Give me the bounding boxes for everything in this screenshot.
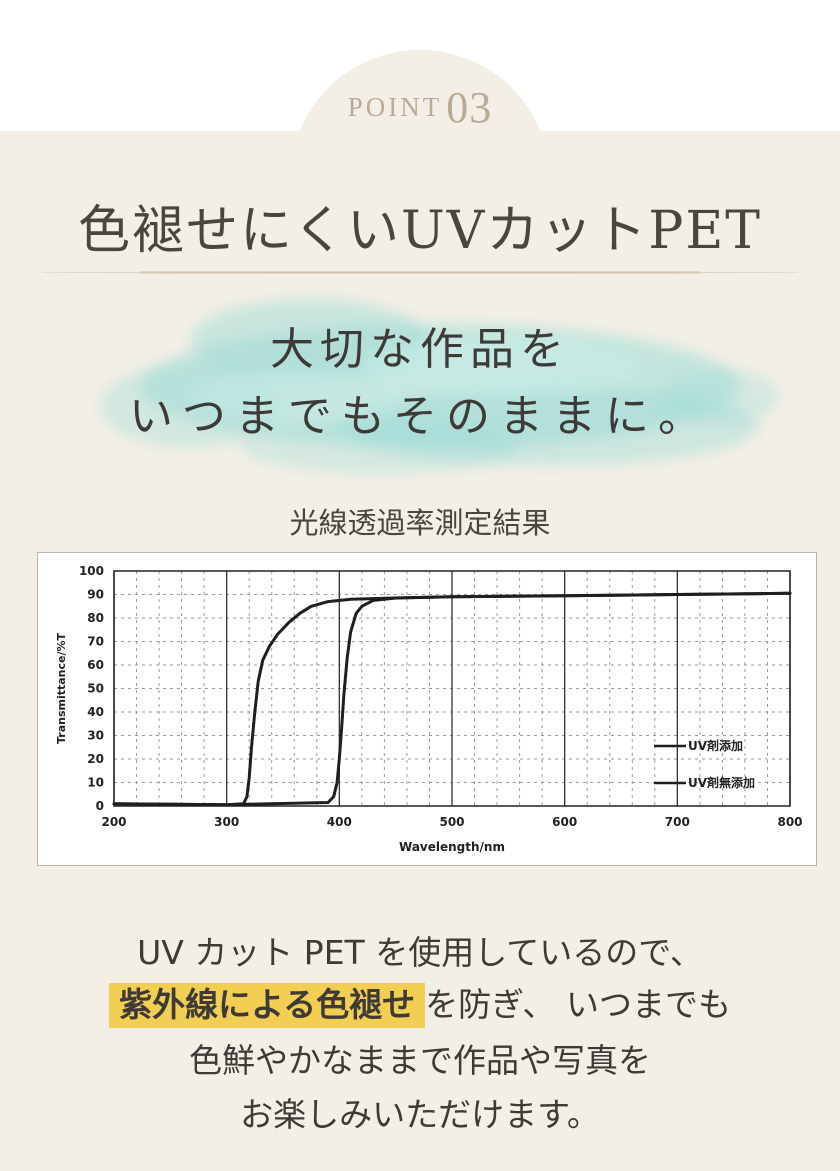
- x-axis-label: Wavelength/nm: [399, 840, 505, 854]
- transmittance-chart: 200 300 400 500 600 700 800 0 10 20 30 40 50 60 70 80 90…: [37, 552, 817, 866]
- x-tick-label: 400: [327, 815, 352, 829]
- description-line2: 紫外線による色褪せ を防ぎ、 いつまでも: [0, 978, 840, 1028]
- y-tick-label: 50: [87, 682, 104, 696]
- point-label: POINT 03: [0, 82, 840, 133]
- transmittance-chart-svg: 200 300 400 500 600 700 800 0 10 20 30 40 50 60 70 80 90…: [55, 564, 803, 854]
- point-number: 03: [446, 83, 493, 132]
- description-line2-end: いつまでも: [565, 985, 731, 1024]
- y-tick-label: 70: [87, 635, 104, 649]
- y-tick-label: 10: [87, 776, 104, 790]
- x-tick-label: 300: [214, 815, 239, 829]
- x-tick-label: 700: [665, 815, 690, 829]
- tagline-line1: 大切な作品を: [270, 324, 570, 375]
- x-tick-label: 600: [552, 815, 577, 829]
- title-divider-accent: [140, 271, 700, 274]
- chart-heading: 光線透過率測定結果: [289, 506, 551, 540]
- watercolor-background: [100, 299, 780, 474]
- y-tick-label: 30: [87, 729, 104, 743]
- legend-label-1: UV剤添加: [688, 738, 743, 753]
- point-word: POINT: [347, 92, 443, 122]
- description-line2-mid: を防ぎ、: [425, 985, 556, 1024]
- tagline-line2: いつまでもそのままに。: [128, 391, 712, 442]
- plot-frame: [113, 570, 791, 807]
- y-tick-label: 100: [79, 564, 104, 578]
- legend-label-2: UV剤無添加: [688, 775, 755, 790]
- description-highlight: 紫外線による色褪せ: [109, 983, 426, 1028]
- y-tick-label: 0: [96, 799, 104, 813]
- description-line4: お楽しみいただけます。: [240, 1095, 600, 1134]
- y-tick-label: 60: [87, 658, 104, 672]
- y-axis-label: Transmittance/%T: [55, 632, 68, 744]
- y-tick-label: 20: [87, 752, 104, 766]
- description-line1: UV カット PET を使用しているので、: [137, 933, 703, 972]
- x-tick-label: 200: [101, 815, 126, 829]
- x-tick-label: 500: [439, 815, 464, 829]
- x-tick-label: 800: [777, 815, 802, 829]
- series-line-2: [112, 591, 792, 807]
- description-line3: 色鮮やかなままで作品や写真を: [189, 1041, 651, 1080]
- page-title: 色褪せにくいUVカットPET: [78, 201, 762, 261]
- y-tick-label: 40: [87, 705, 104, 719]
- y-tick-label: 80: [87, 611, 104, 625]
- y-tick-label: 90: [87, 588, 104, 602]
